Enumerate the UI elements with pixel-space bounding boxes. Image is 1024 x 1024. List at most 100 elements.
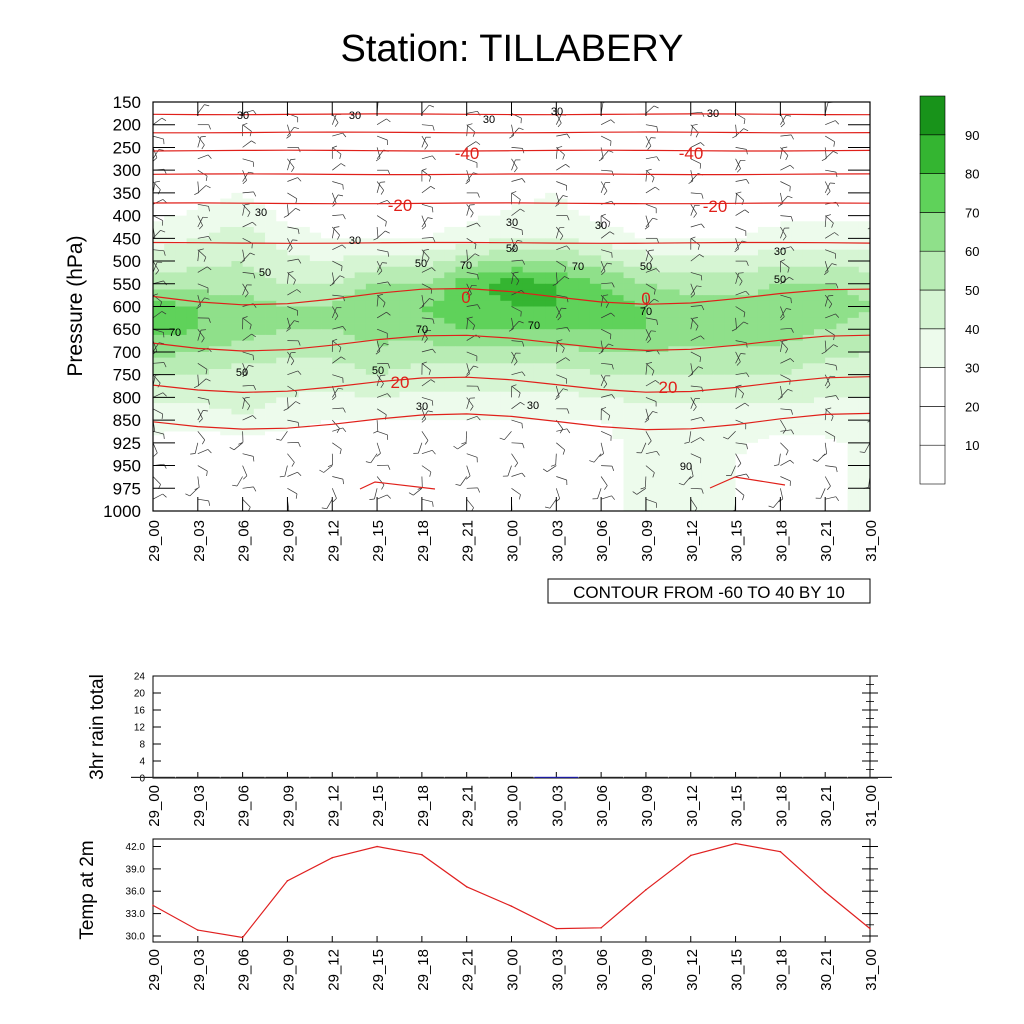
- heatmap-cell: [578, 102, 591, 109]
- heatmap-cell: [791, 386, 804, 393]
- heatmap-cell: [298, 232, 311, 239]
- heatmap-cell: [757, 124, 770, 131]
- heatmap-cell: [623, 175, 636, 182]
- heatmap-cell: [533, 351, 546, 359]
- wind-barb: [332, 326, 343, 330]
- heatmap-cell: [231, 232, 244, 239]
- heatmap-cell: [466, 423, 479, 429]
- wind-barb-flag: [203, 257, 207, 262]
- heatmap-cell: [153, 431, 165, 436]
- heatmap-cell: [309, 414, 322, 421]
- heatmap-cell: [735, 323, 748, 330]
- heatmap-cell: [209, 323, 221, 330]
- heatmap-cell: [522, 317, 535, 324]
- heatmap-cell: [813, 226, 826, 234]
- heatmap-cell: [410, 232, 423, 239]
- heatmap-cell: [623, 187, 636, 194]
- heatmap-cell: [343, 323, 356, 330]
- heatmap-cell: [153, 175, 165, 182]
- heatmap-cell: [713, 124, 725, 131]
- heatmap-cell: [332, 435, 344, 440]
- heatmap-cell: [309, 153, 322, 160]
- wind-barb: [421, 155, 433, 160]
- heatmap-cell: [533, 357, 546, 364]
- wind-barb-flag: [465, 475, 471, 480]
- heatmap-cell: [545, 329, 557, 336]
- heatmap-cell: [701, 289, 714, 296]
- heatmap-cell: [433, 192, 445, 199]
- heatmap-cell: [354, 192, 367, 199]
- heatmap-cell: [287, 175, 300, 182]
- heatmap-cell: [668, 113, 680, 120]
- heatmap-cell: [321, 435, 333, 440]
- heatmap-cell: [690, 391, 703, 398]
- heatmap-cell: [253, 198, 266, 205]
- wind-barb: [376, 182, 381, 193]
- heatmap-cell: [153, 414, 165, 421]
- heatmap-cell: [253, 209, 266, 217]
- wind-barb: [507, 465, 512, 477]
- heatmap-cell: [623, 209, 636, 217]
- heatmap-cell: [321, 454, 333, 466]
- heatmap-cell: [679, 124, 692, 131]
- heatmap-cell: [276, 198, 288, 205]
- heatmap-cell: [242, 266, 255, 273]
- heatmap-cell: [724, 215, 736, 222]
- heatmap-cell: [321, 368, 333, 376]
- heatmap-cell: [209, 198, 221, 205]
- heatmap-cell: [701, 476, 714, 489]
- heatmap-cell: [679, 164, 692, 171]
- heatmap-cell: [545, 113, 557, 120]
- heatmap-cell: [757, 187, 770, 194]
- heatmap-cell: [466, 363, 479, 370]
- heatmap-cell: [253, 403, 266, 410]
- heatmap-cell: [511, 386, 524, 393]
- wind-barb: [287, 272, 289, 284]
- heatmap-cell: [578, 403, 591, 410]
- heatmap-cell: [623, 397, 636, 404]
- heatmap-cell: [556, 306, 568, 313]
- heatmap-cell: [511, 363, 524, 370]
- heatmap-cell: [601, 439, 613, 444]
- heatmap-cell: [746, 244, 759, 251]
- heatmap-cell: [421, 181, 434, 188]
- heatmap-cell: [242, 164, 255, 171]
- heatmap-cell: [724, 181, 736, 188]
- heatmap-cell: [287, 221, 300, 228]
- heatmap-cell: [634, 374, 647, 381]
- heatmap-cell: [477, 209, 490, 217]
- heatmap-cell: [735, 141, 748, 148]
- heatmap-cell: [746, 374, 759, 381]
- heatmap-cell: [511, 238, 524, 245]
- heatmap-cell: [634, 420, 647, 425]
- heatmap-cell: [209, 431, 221, 436]
- heatmap-cell: [220, 107, 232, 114]
- wind-barb-flag: [378, 270, 383, 275]
- wind-barb-flag: [298, 258, 302, 264]
- heatmap-cell: [623, 442, 636, 455]
- heatmap-cell: [500, 255, 512, 262]
- wind-barb-flag: [161, 220, 164, 226]
- heatmap-cell: [466, 226, 479, 234]
- wind-barb: [242, 384, 254, 387]
- heatmap-cell: [634, 113, 647, 120]
- heatmap-cell: [466, 476, 479, 489]
- heatmap-cell: [567, 420, 580, 425]
- heatmap-cell: [231, 170, 244, 177]
- heatmap-cell: [724, 397, 736, 404]
- heatmap-cell: [769, 391, 781, 398]
- heatmap-cell: [298, 431, 311, 436]
- heatmap-cell: [343, 136, 356, 143]
- heatmap-cell: [533, 119, 546, 126]
- heatmap-cell: [489, 317, 501, 324]
- heatmap-cell: [791, 119, 804, 126]
- heatmap-cell: [757, 136, 770, 143]
- heatmap-cell: [253, 334, 266, 341]
- wind-barb: [466, 170, 471, 181]
- heatmap-cell: [645, 439, 658, 444]
- heatmap-cell: [276, 289, 288, 296]
- heatmap-cell: [522, 420, 535, 425]
- heatmap-cell: [679, 249, 692, 256]
- heatmap-cell: [242, 403, 255, 410]
- heatmap-cell: [164, 278, 176, 285]
